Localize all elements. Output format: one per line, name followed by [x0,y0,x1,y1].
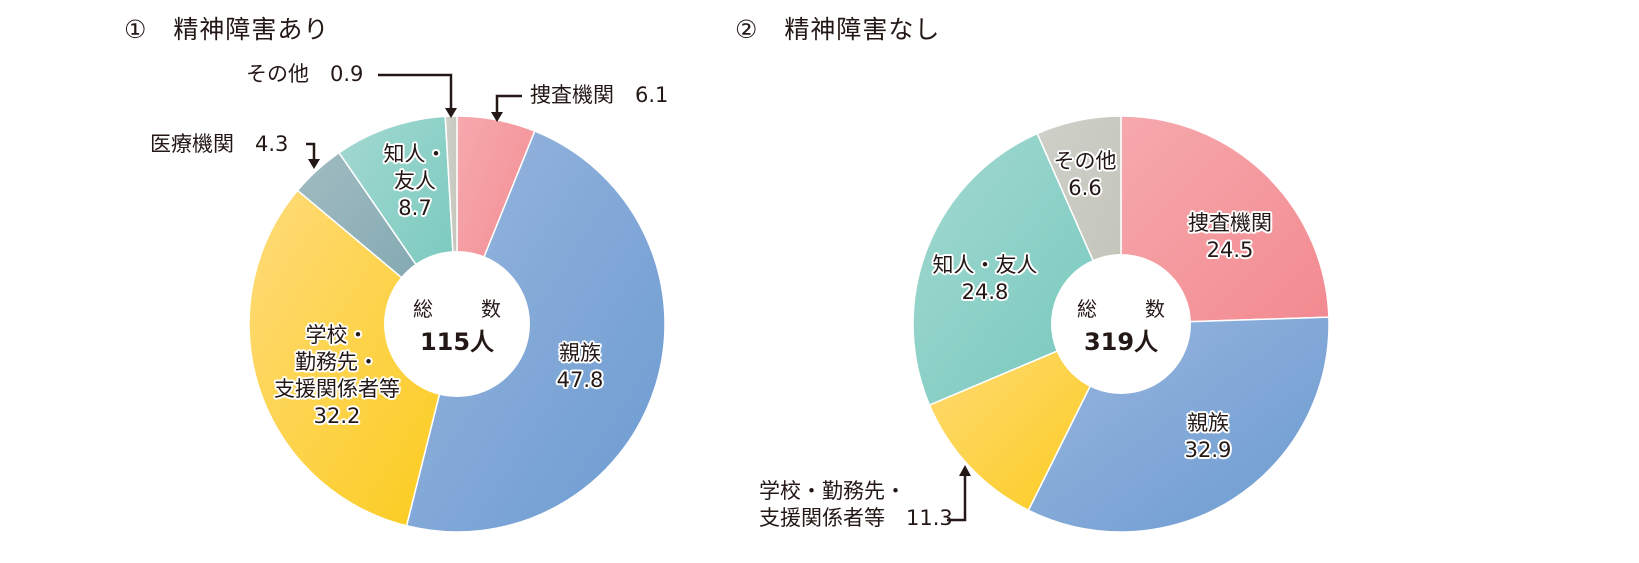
chart2-title-text: 精神障害なし [784,15,941,44]
chart1-total-count: 115人 [419,328,495,356]
chart1-label-sonota: その他 0.9 [246,62,364,86]
chart2-leader-line [947,474,967,522]
chart1-label-gakkou: 学校・ 勤務先・ 支援関係者等 32.2 [274,323,400,428]
chart2-label-sousa: 捜査機関 24.5 [1188,211,1272,262]
chart2-center-total: 総 数 319人 [1061,293,1181,357]
chart2-total-count: 319人 [1083,328,1159,356]
chart1-center-label: 総 数 [413,297,515,321]
chart2-title: ② 精神障害なし [735,10,940,46]
chart1-label-shinzoku: 親族 47.8 [556,341,604,392]
pie-slice [248,189,458,527]
chart1-title-text: 精神障害あり [173,15,330,44]
donut-hole [384,251,530,397]
chart2-label-sonota: その他 6.6 [1053,149,1117,200]
chart1-center-total: 総 数 115人 [397,293,517,357]
chart2-label-shinzoku: 親族 32.9 [1184,411,1232,462]
chart2-center-label: 総 数 [1077,297,1179,321]
chart2-label-gakkou: 学校・勤務先・ 支援関係者等 11.3 [759,479,953,530]
chart1-title: ① 精神障害あり [124,10,329,46]
chart2-number: ② [735,15,759,44]
pie-slice [405,130,666,533]
chart1-number: ① [124,15,148,44]
chart1-label-iryou: 医療機関 4.3 [150,132,289,156]
chart1-leader-arrows [308,108,503,169]
chart1-leader-lines [306,73,522,161]
chart2-label-chijin: 知人・友人 24.8 [932,253,1038,304]
chart2-leader-arrow [959,465,971,476]
chart2-donut [912,115,1330,533]
donut-hole [1051,254,1191,394]
chart1-donut [248,115,666,533]
chart1-label-sousa: 捜査機関 6.1 [530,83,669,107]
chart1-label-chijin: 知人・ 友人 8.7 [383,142,447,220]
pie-slice [1120,115,1330,325]
